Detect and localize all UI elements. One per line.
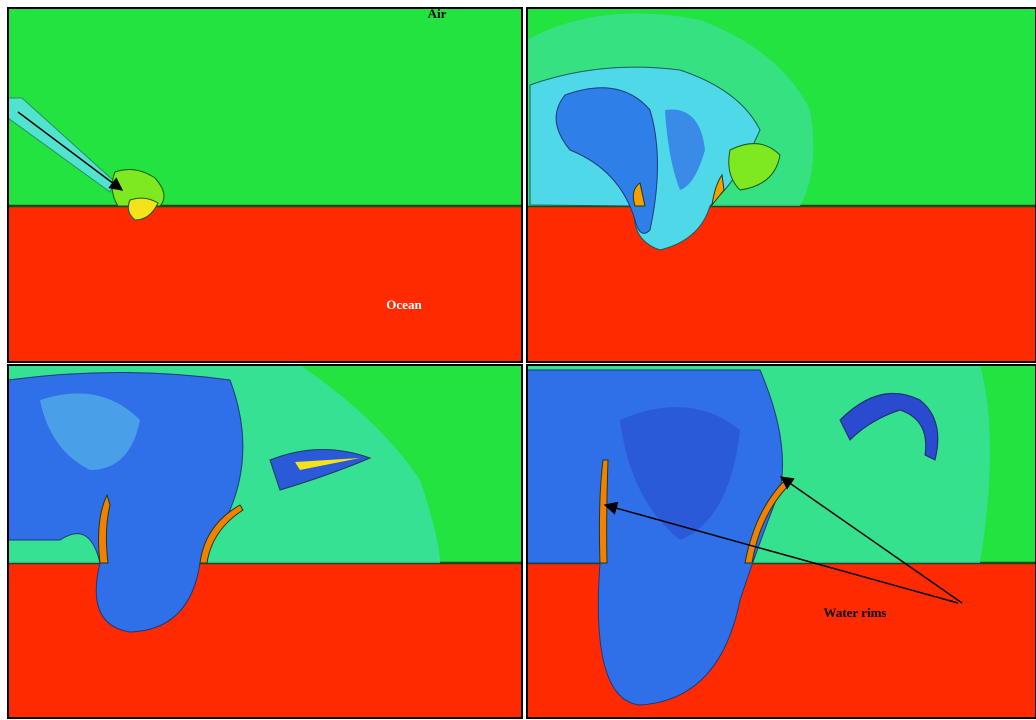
ocean-label: Ocean [386, 297, 422, 312]
water-rims-label: Water rims [824, 605, 887, 620]
ocean-region [8, 206, 522, 362]
ocean-region [8, 563, 522, 718]
panel-3 [8, 365, 522, 718]
panel-4: Water rims [527, 365, 1036, 718]
air-label: Air [428, 6, 447, 21]
ocean-region [527, 206, 1036, 362]
page: Air Ocean [0, 0, 1036, 720]
panel-2 [527, 8, 1036, 362]
panel-1: Air Ocean [8, 6, 522, 362]
figure: Air Ocean [0, 0, 1036, 720]
air-region [8, 8, 522, 206]
